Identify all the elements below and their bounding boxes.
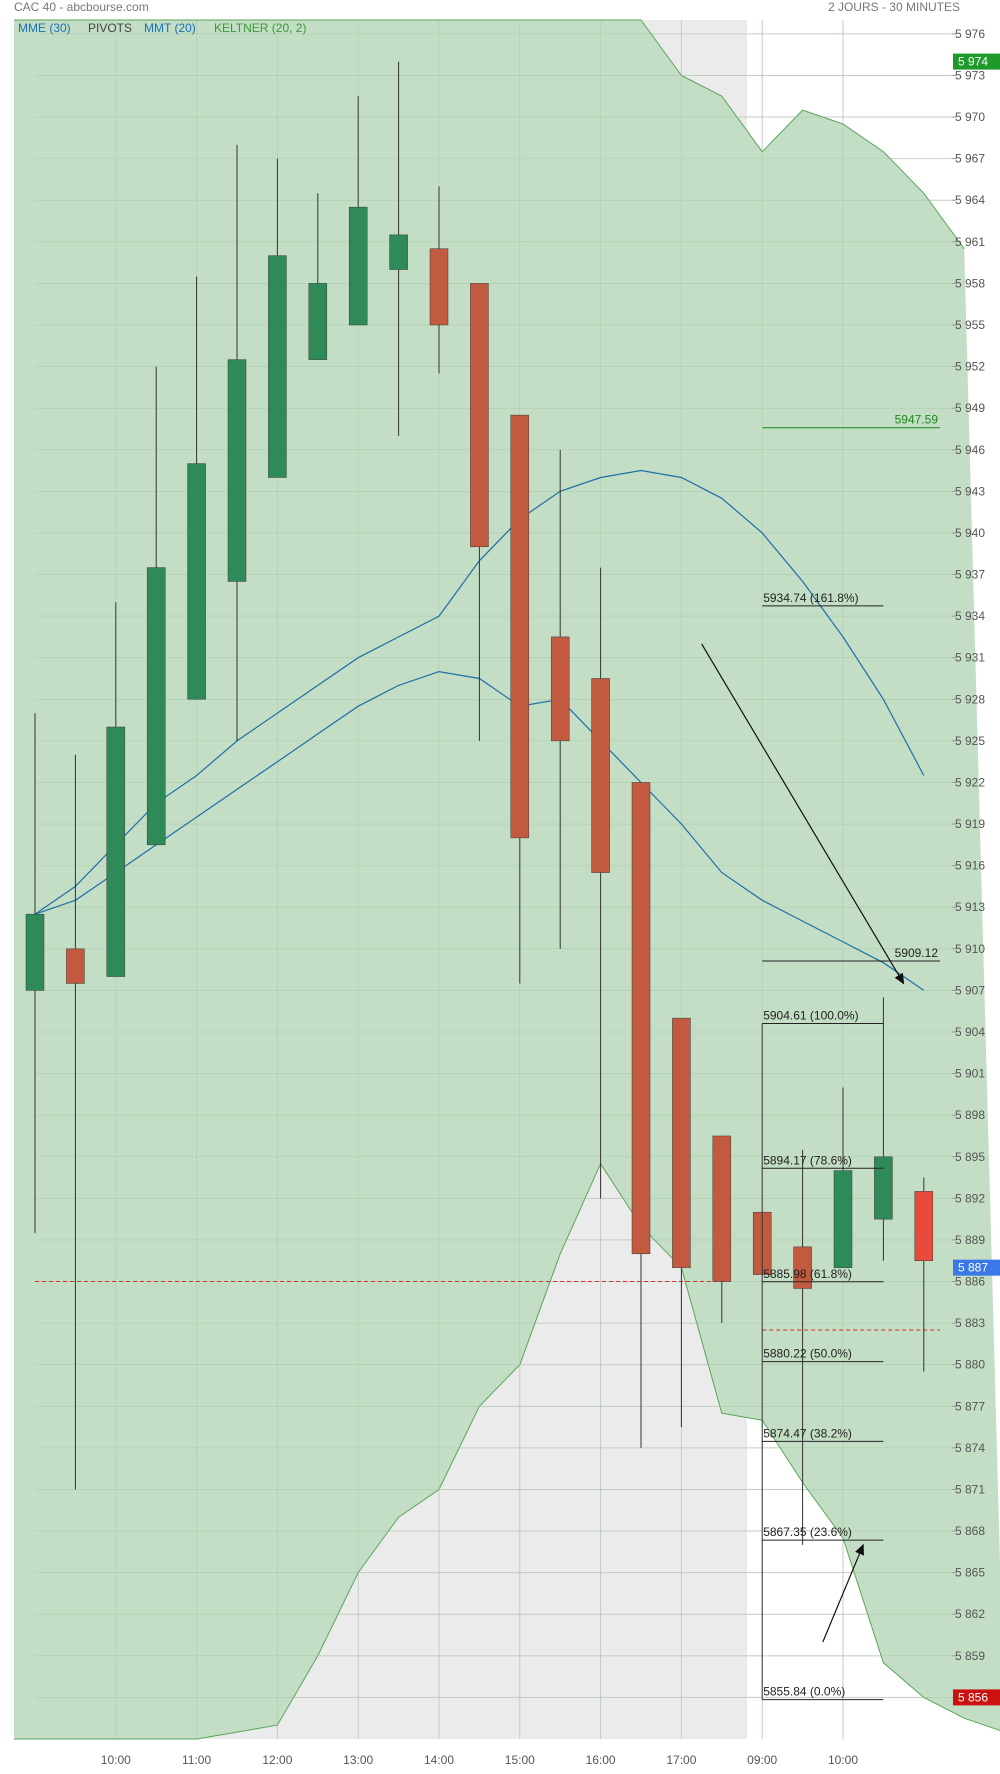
y-tick-label: 5 958 (955, 276, 985, 290)
y-tick-label: 5 922 (955, 775, 985, 789)
low-price-tag-bg (953, 1689, 1000, 1706)
chart-timeframe: 2 JOURS - 30 MINUTES (827, 0, 960, 14)
legend-entry: KELTNER (20, 2) (214, 21, 306, 35)
y-tick-label: 5 973 (955, 68, 985, 82)
y-tick-label: 5 964 (955, 193, 985, 207)
y-tick-label: 5 934 (955, 609, 985, 623)
y-tick-label: 5 940 (955, 526, 985, 540)
y-tick-label: 5 874 (955, 1441, 985, 1455)
x-tick-label: 12:00 (262, 1753, 292, 1767)
candle-body (591, 678, 610, 873)
legend-entry: MMT (20) (144, 21, 196, 35)
candle-body (510, 414, 530, 839)
fibonacci-level-label: 5904.61 (100.0%) (763, 1009, 858, 1023)
candle-body (833, 1170, 853, 1268)
current-price-tag: 5 887 (958, 1261, 988, 1275)
y-tick-label: 5 907 (955, 983, 985, 997)
y-tick-label: 5 919 (955, 817, 985, 831)
y-tick-label: 5 961 (955, 235, 985, 249)
x-tick-label: 17:00 (666, 1753, 696, 1767)
candle-body (631, 782, 651, 1255)
x-tick-label: 09:00 (747, 1753, 777, 1767)
y-tick-label: 5 931 (955, 651, 985, 665)
y-tick-label: 5 901 (955, 1067, 985, 1081)
candle-body (712, 1135, 732, 1282)
y-tick-label: 5 871 (955, 1482, 985, 1496)
y-tick-label: 5 877 (955, 1399, 985, 1413)
fibonacci-level-label: 5894.17 (78.6%) (763, 1153, 852, 1167)
candle-body (793, 1246, 812, 1289)
y-tick-label: 5 925 (955, 734, 985, 748)
chart-title: CAC 40 - abcbourse.com (14, 0, 149, 14)
fibonacci-level-label: 5874.47 (38.2%) (763, 1426, 852, 1440)
x-tick-label: 16:00 (586, 1753, 616, 1767)
pivot-label: 5909.12 (895, 946, 939, 960)
legend-entry: PIVOTS (88, 21, 132, 35)
candle-body (550, 636, 570, 742)
y-tick-label: 5 937 (955, 568, 985, 582)
y-tick-label: 5 943 (955, 484, 985, 498)
pivot-label: 5947.59 (895, 413, 939, 427)
candle-body (470, 283, 489, 548)
candle-body (429, 248, 449, 326)
candle-body (308, 283, 328, 360)
fibonacci-level-label: 5867.35 (23.6%) (763, 1525, 852, 1539)
candle-body (672, 1017, 691, 1268)
y-tick-label: 5 865 (955, 1566, 985, 1580)
x-tick-label: 11:00 (182, 1753, 211, 1767)
candle-body (389, 234, 408, 270)
fibonacci-level-label: 5885.98 (61.8%) (763, 1267, 852, 1281)
y-tick-label: 5 898 (955, 1108, 985, 1122)
y-tick-label: 5 886 (955, 1275, 985, 1289)
candle-body (348, 206, 368, 326)
high-price-tag: 5 974 (958, 55, 988, 69)
y-tick-label: 5 949 (955, 401, 985, 415)
candle-body (268, 255, 287, 478)
y-tick-label: 5 883 (955, 1316, 985, 1330)
candle-body (25, 913, 45, 991)
y-tick-label: 5 859 (955, 1649, 985, 1663)
y-tick-label: 5 928 (955, 692, 985, 706)
x-tick-label: 15:00 (505, 1753, 535, 1767)
y-tick-label: 5 904 (955, 1025, 985, 1039)
y-tick-label: 5 913 (955, 900, 985, 914)
legend-entry: MME (30) (18, 21, 71, 35)
y-tick-label: 5 892 (955, 1191, 985, 1205)
fibonacci-level-label: 5934.74 (161.8%) (763, 591, 858, 605)
y-tick-label: 5 889 (955, 1233, 985, 1247)
candle-body (66, 948, 85, 984)
y-tick-label: 5 862 (955, 1607, 985, 1621)
y-tick-label: 5 970 (955, 110, 985, 124)
candle-body (106, 726, 126, 977)
candle-body (146, 567, 166, 846)
candle-body (187, 463, 206, 700)
keltner-upper-line (14, 19, 965, 249)
candle-body (914, 1191, 934, 1261)
high-price-tag-bg (953, 53, 1000, 70)
y-tick-label: 5 946 (955, 443, 985, 457)
y-tick-label: 5 976 (955, 27, 985, 41)
x-tick-label: 14:00 (424, 1753, 454, 1767)
candle-body (227, 359, 247, 582)
y-tick-label: 5 868 (955, 1524, 985, 1538)
y-tick-label: 5 916 (955, 859, 985, 873)
fibonacci-level-label: 5855.84 (0.0%) (763, 1685, 845, 1699)
y-tick-label: 5 880 (955, 1358, 985, 1372)
y-tick-label: 5 895 (955, 1150, 985, 1164)
x-tick-label: 13:00 (343, 1753, 373, 1767)
candle-body (874, 1156, 893, 1220)
x-tick-label: 10:00 (101, 1753, 131, 1767)
current-price-tag-bg (953, 1259, 1000, 1276)
y-tick-label: 5 955 (955, 318, 985, 332)
x-tick-label: 10:00 (828, 1753, 858, 1767)
fibonacci-level-label: 5880.22 (50.0%) (763, 1347, 852, 1361)
y-tick-label: 5 967 (955, 152, 985, 166)
trend-arrow (822, 1543, 864, 1643)
trend-arrow (701, 643, 905, 985)
y-tick-label: 5 910 (955, 942, 985, 956)
low-price-tag: 5 856 (958, 1690, 988, 1704)
y-tick-label: 5 952 (955, 360, 985, 374)
